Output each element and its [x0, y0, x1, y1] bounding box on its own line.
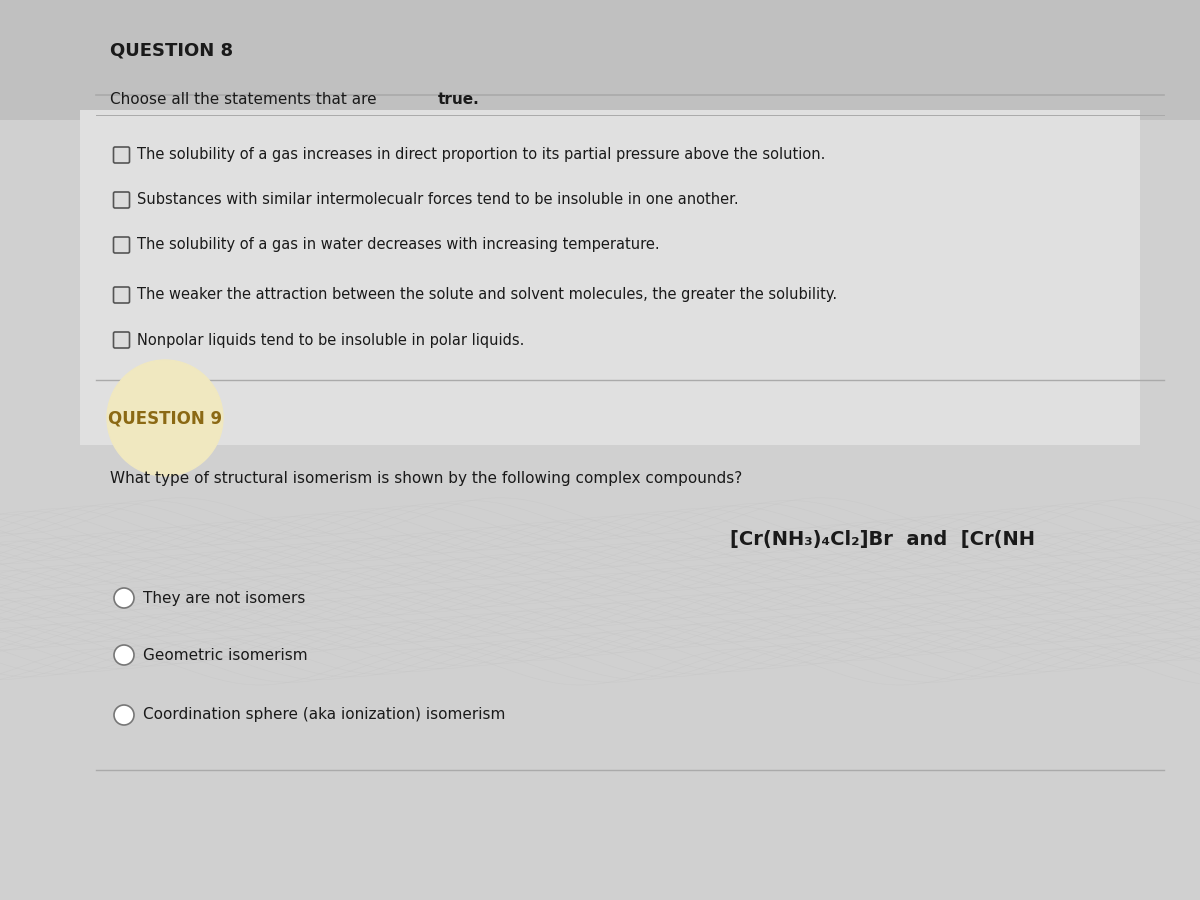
Text: Substances with similar intermolecualr forces tend to be insoluble in one anothe: Substances with similar intermolecualr f…: [137, 193, 739, 208]
Text: true.: true.: [438, 93, 480, 107]
Text: QUESTION 9: QUESTION 9: [108, 409, 222, 427]
Circle shape: [114, 588, 134, 608]
FancyBboxPatch shape: [114, 287, 130, 303]
FancyBboxPatch shape: [114, 192, 130, 208]
FancyBboxPatch shape: [114, 332, 130, 348]
Text: The solubility of a gas increases in direct proportion to its partial pressure a: The solubility of a gas increases in dir…: [137, 148, 826, 163]
Text: Choose all the statements that are: Choose all the statements that are: [110, 93, 382, 107]
Text: The weaker the attraction between the solute and solvent molecules, the greater : The weaker the attraction between the so…: [137, 287, 838, 302]
FancyBboxPatch shape: [0, 0, 1200, 120]
FancyBboxPatch shape: [80, 110, 1140, 445]
Text: What type of structural isomerism is shown by the following complex compounds?: What type of structural isomerism is sho…: [110, 471, 743, 485]
Circle shape: [114, 645, 134, 665]
Text: The solubility of a gas in water decreases with increasing temperature.: The solubility of a gas in water decreas…: [137, 238, 660, 253]
Text: QUESTION 8: QUESTION 8: [110, 41, 233, 59]
FancyBboxPatch shape: [114, 237, 130, 253]
Circle shape: [114, 705, 134, 725]
Text: They are not isomers: They are not isomers: [143, 590, 305, 606]
Circle shape: [107, 360, 223, 476]
Text: [Cr(NH₃)₄Cl₂]Br  and  [Cr(NH: [Cr(NH₃)₄Cl₂]Br and [Cr(NH: [730, 530, 1034, 550]
Text: Nonpolar liquids tend to be insoluble in polar liquids.: Nonpolar liquids tend to be insoluble in…: [137, 332, 524, 347]
FancyBboxPatch shape: [114, 147, 130, 163]
Text: Coordination sphere (aka ionization) isomerism: Coordination sphere (aka ionization) iso…: [143, 707, 505, 723]
Text: Geometric isomerism: Geometric isomerism: [143, 647, 307, 662]
